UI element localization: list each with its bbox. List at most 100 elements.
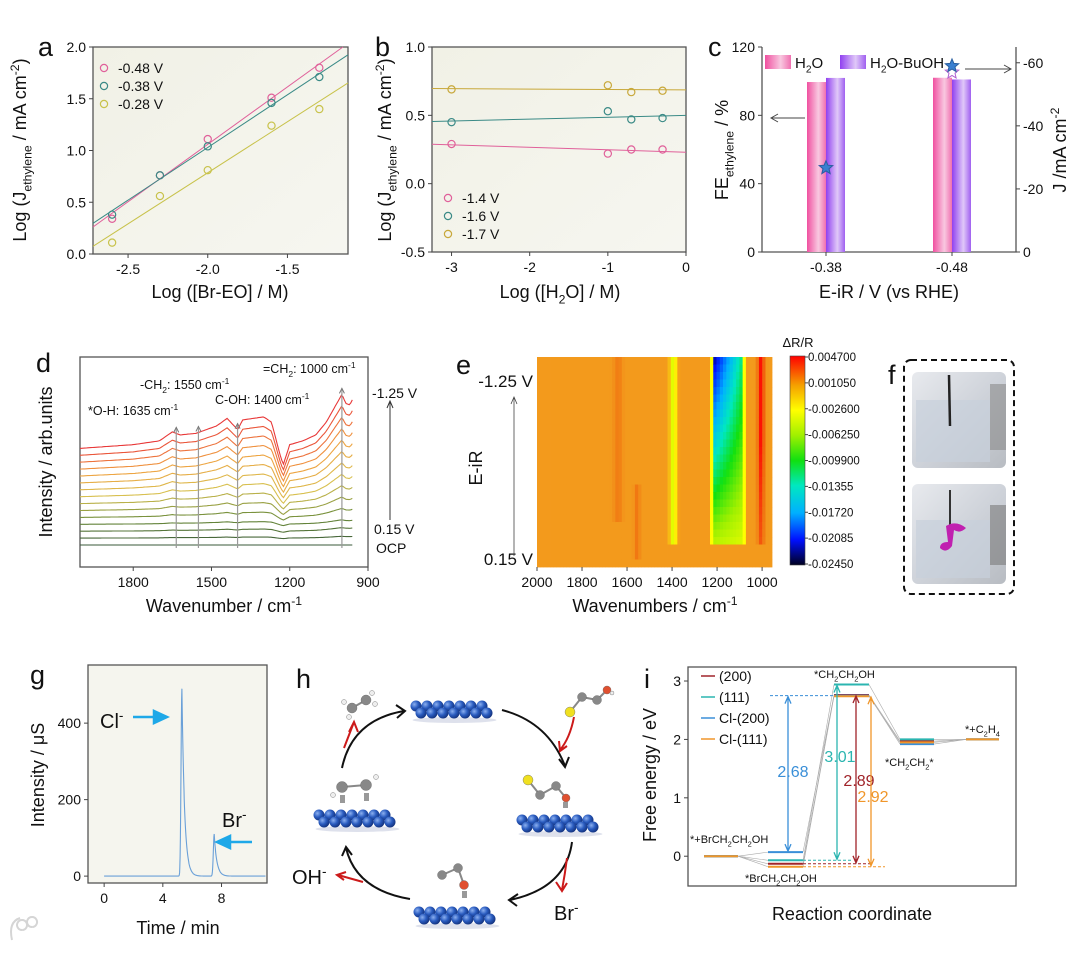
heatmap-cell — [556, 417, 561, 425]
heatmap-cell — [615, 507, 619, 515]
heatmap-cell — [608, 424, 613, 433]
heatmap-cell — [719, 447, 724, 455]
heatmap-cell — [664, 522, 668, 530]
y-tick-label: 0 — [673, 848, 681, 864]
heatmap-cell — [713, 387, 717, 395]
x-tick-label: 1500 — [196, 574, 227, 590]
carbon-atom — [551, 781, 561, 791]
heatmap-cell — [608, 394, 613, 403]
heatmap-cell — [618, 499, 623, 508]
heatmap-cell — [713, 379, 717, 388]
heatmap-cell — [621, 514, 626, 523]
heatmap-cell — [556, 387, 561, 395]
axis-frame — [79, 356, 369, 568]
heatmap-cell — [664, 447, 668, 455]
y-tick-label: 1.5 — [67, 91, 87, 107]
heatmap-cell — [696, 394, 701, 403]
heatmap-cell — [563, 432, 567, 440]
heatmap-cell — [563, 492, 567, 500]
panel-label-i: i — [644, 664, 650, 694]
heatmap-cell — [667, 394, 672, 403]
heatmap-cell — [703, 484, 708, 493]
heatmap-cell — [602, 387, 606, 395]
heatmap-cell — [739, 447, 744, 455]
heatmap-cell — [579, 477, 584, 485]
heatmap-cell — [719, 514, 724, 523]
heatmap-cell — [628, 507, 633, 515]
heatmap-cell — [758, 379, 763, 388]
heatmap-cell — [680, 492, 685, 500]
heatmap-cell — [745, 439, 750, 448]
heatmap-cell — [758, 499, 763, 508]
heatmap-cell — [569, 507, 574, 515]
heatmap-cell — [693, 424, 698, 433]
heatmap-cell — [732, 439, 737, 448]
heatmap-cell — [687, 432, 691, 440]
heatmap-cell — [647, 387, 652, 395]
heatmap-cell — [618, 439, 623, 448]
heatmap-cell — [687, 402, 691, 410]
heatmap-cell — [677, 454, 682, 463]
heatmap-cell — [556, 372, 561, 380]
heatmap-cell — [589, 409, 593, 418]
heatmap-cell — [546, 514, 551, 523]
heatmap-cell — [540, 432, 544, 440]
heatmap-cell — [703, 537, 708, 545]
heatmap-cell — [752, 417, 757, 425]
heatmap-cell — [765, 514, 770, 523]
heatmap-cell — [556, 537, 561, 545]
heatmap-cell — [550, 514, 554, 523]
heatmap-cell — [595, 499, 600, 508]
heatmap-cell — [559, 439, 564, 448]
heatmap-cell — [592, 507, 597, 515]
heatmap-cell — [592, 484, 597, 493]
heatmap-cell — [634, 364, 639, 373]
heatmap-cell — [628, 544, 633, 553]
heatmap-cell — [749, 484, 753, 493]
heatmap-cell — [654, 529, 659, 538]
heatmap-cell — [628, 424, 633, 433]
heatmap-cell — [631, 544, 636, 553]
legend-label: Cl-(200) — [719, 710, 770, 726]
fit-line — [431, 88, 687, 91]
heatmap-cell — [765, 417, 770, 425]
heatmap-cell — [667, 544, 672, 553]
heatmap-cell — [687, 424, 691, 433]
surface-atom — [576, 821, 588, 833]
heatmap-cell — [723, 364, 727, 373]
heatmap-cell — [612, 492, 616, 500]
heatmap-cell — [537, 537, 541, 545]
heatmap-cell — [625, 439, 629, 448]
heatmap-cell — [576, 507, 580, 515]
heatmap-cell — [670, 462, 675, 470]
heatmap-cell — [683, 507, 688, 515]
heatmap-cell — [667, 499, 672, 508]
heatmap-cell — [762, 552, 766, 560]
heatmap-cell — [599, 432, 603, 440]
heatmap-cell — [602, 454, 606, 463]
heatmap-cell — [664, 544, 668, 553]
heatmap-cell — [690, 559, 695, 568]
heatmap-cell — [566, 514, 571, 523]
heatmap-cell — [537, 544, 541, 553]
heatmap-cell — [768, 387, 773, 395]
heatmap-cell — [654, 379, 659, 388]
heatmap-cell — [700, 552, 704, 560]
heatmap-cell — [608, 544, 613, 553]
heatmap-cell — [644, 394, 649, 403]
heatmap-cell — [729, 394, 734, 403]
heatmap-cell — [716, 409, 721, 418]
heatmap-cell — [647, 499, 652, 508]
heatmap-cell — [664, 379, 668, 388]
heatmap-cell — [749, 357, 753, 365]
heatmap-cell — [641, 484, 646, 493]
heatmap-cell — [657, 484, 662, 493]
heatmap-cell — [540, 507, 544, 515]
barrier-arrow — [867, 695, 875, 868]
heatmap-cell — [755, 484, 760, 493]
heatmap-cell — [719, 379, 724, 388]
heatmap-cell — [638, 447, 642, 455]
x-tick-label: -2.5 — [116, 261, 140, 277]
left-axis-arrow — [769, 113, 805, 123]
